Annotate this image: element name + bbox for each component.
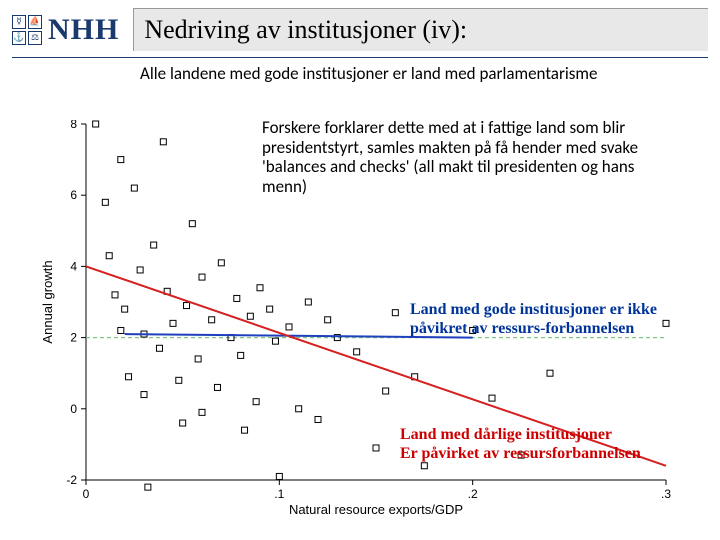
- svg-text:.2: .2: [468, 487, 478, 501]
- annotation-bad-line2: Er påvirket av ressursforbannelsen: [400, 445, 641, 462]
- nhh-logo: ☿ ⛵ ⚓ ⚖ NHH: [12, 13, 119, 47]
- page-title: Nedriving av institusjoner (iv):: [133, 8, 708, 51]
- svg-text:6: 6: [70, 188, 77, 202]
- svg-text:2: 2: [70, 331, 77, 345]
- logo-text: NHH: [48, 13, 119, 47]
- annotation-good-institutions: Land med gode institusjoner er ikke påvi…: [410, 300, 670, 338]
- paragraph-2: Forskere forklarer dette med at i fattig…: [262, 118, 662, 196]
- header-divider: [12, 57, 708, 58]
- svg-text:0: 0: [70, 402, 77, 416]
- svg-text:.1: .1: [274, 487, 284, 501]
- svg-text:Natural resource exports/GDP: Natural resource exports/GDP: [289, 502, 463, 517]
- svg-text:8: 8: [70, 120, 77, 131]
- logo-grid-icon: ☿ ⛵ ⚓ ⚖: [12, 15, 42, 45]
- annotation-bad-institutions: Land med dårlige institusjoner Er påvirk…: [400, 425, 690, 463]
- svg-text:-2: -2: [66, 473, 77, 487]
- paragraph-1: Alle landene med gode institusjoner er l…: [140, 64, 690, 84]
- svg-text:0: 0: [83, 487, 90, 501]
- header: ☿ ⛵ ⚓ ⚖ NHH Nedriving av institusjoner (…: [0, 0, 720, 55]
- svg-text:.3: .3: [661, 487, 671, 501]
- svg-text:4: 4: [70, 259, 77, 273]
- svg-text:Annual growth: Annual growth: [40, 260, 55, 343]
- annotation-bad-line1: Land med dårlige institusjoner: [400, 426, 612, 443]
